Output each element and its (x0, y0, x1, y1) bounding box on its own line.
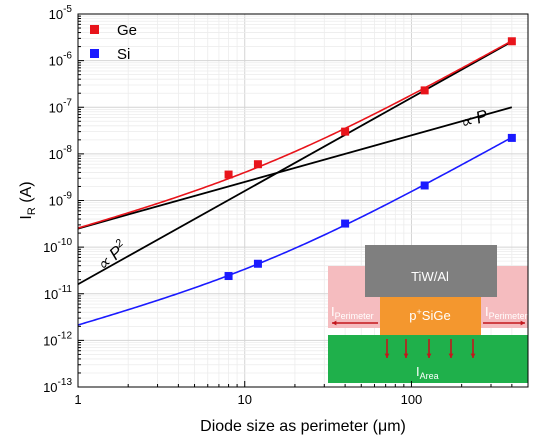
inset-area-current-label: IArea (416, 364, 439, 381)
legend-label-ge: Ge (117, 22, 137, 39)
data-point-ge (507, 37, 516, 46)
y-tick-label: 10-11 (44, 284, 73, 302)
inset-substrate (328, 335, 528, 383)
y-tick-label: 10-10 (43, 237, 72, 255)
inset-right-current-label: IPerimeter (485, 304, 528, 321)
y-tick-label: 10-5 (49, 4, 73, 22)
annotation-prop-p: ∝ P (457, 106, 490, 133)
inset-area-arrow-head (470, 353, 476, 358)
data-points (224, 37, 516, 281)
y-tick-label: 10-9 (49, 191, 73, 209)
data-point-si (224, 272, 233, 281)
y-tick-label: 10-12 (43, 330, 72, 348)
x-axis-label: Diode size as perimeter (μm) (200, 418, 406, 435)
inset-area-arrow-head (384, 353, 390, 358)
data-point-si (253, 259, 262, 268)
data-point-ge (253, 160, 262, 169)
data-point-ge (420, 86, 429, 95)
axis-labels: Diode size as perimeter (μm) IR (A) (18, 181, 406, 435)
data-point-si (420, 181, 429, 190)
inset-right-arrow-head (520, 320, 525, 326)
fit-curves (77, 40, 513, 326)
inset-left-arrow-head (332, 320, 337, 326)
reference-lines (77, 40, 513, 286)
data-point-si (341, 219, 350, 228)
x-tick-label: 1 (74, 392, 81, 407)
fit-curve-si (77, 136, 513, 326)
annotation-prop-p2: ∝ P2 (92, 237, 131, 275)
data-point-ge (224, 170, 233, 179)
data-point-si (507, 133, 516, 142)
inset-area-arrow-head (448, 353, 454, 358)
inset-area-arrow-head (403, 353, 409, 358)
reference-line (77, 106, 513, 230)
ticks: 1 10 100 10-5 10-6 10-7 10-8 10-9 10-10 10-11 10-1… (43, 4, 529, 407)
y-tick-label: 10-13 (43, 377, 72, 395)
inset-left-current-label: IPerimeter (331, 304, 374, 321)
legend-marker-si (90, 49, 99, 58)
legend: Ge Si (90, 22, 137, 63)
inset-metal-label: TiW/Al (411, 269, 449, 284)
fit-curve-ge (77, 40, 513, 229)
inset-metal-core (380, 266, 481, 297)
y-tick-label: 10-8 (49, 144, 73, 162)
y-tick-label: 10-6 (49, 51, 73, 69)
inset-area-arrow-head (426, 353, 432, 358)
x-tick-label: 100 (401, 392, 423, 407)
legend-label-si: Si (117, 46, 130, 63)
legend-marker-ge (90, 25, 99, 34)
data-point-ge (341, 127, 350, 136)
y-tick-label: 10-7 (49, 97, 73, 115)
reference-line (77, 40, 513, 286)
inset-diagram: TiW/Al p+SiGe IPerimeter IPerimeter IArea (328, 245, 528, 383)
y-axis-label: IR (A) (18, 181, 38, 219)
inset-sige-layer (380, 297, 481, 335)
inset-sige-label: p+SiGe (409, 307, 450, 323)
x-tick-label: 10 (237, 392, 251, 407)
